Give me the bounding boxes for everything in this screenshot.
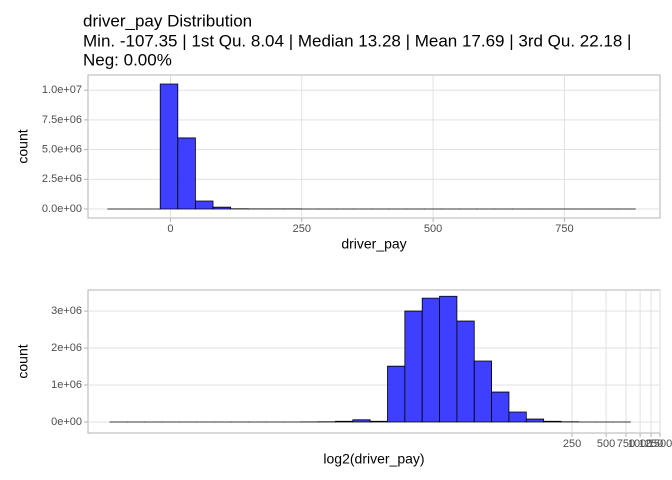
x-tick-label: 1000 [628,438,652,450]
bar [491,391,510,423]
bar [369,420,388,423]
x-tick-label: 500 [424,223,442,235]
x-tick-label: 500 [597,438,615,450]
x-axis-title: log2(driver_pay) [323,451,424,467]
y-tick-label: 0e+00 [51,416,82,428]
y-tick-label: 5.0e+06 [42,143,82,155]
y-tick-label: 1.0e+07 [42,84,82,96]
bar [473,360,492,423]
bar [456,320,475,423]
y-tick-label: 3e+06 [51,305,82,317]
y-tick-label: 7.5e+06 [42,114,82,126]
bar [439,295,458,423]
y-tick-label: 2e+06 [51,342,82,354]
x-tick-label: 0 [167,223,173,235]
y-tick-label: 0.0e+00 [42,203,82,215]
bar [212,206,232,210]
y-tick-label: 1e+06 [51,379,82,391]
bar [421,297,440,423]
y-tick-label: 2.5e+06 [42,173,82,185]
chart-subtitle: Min. -107.35 | 1st Qu. 8.04 | Median 13.… [83,31,631,50]
x-tick-label: 1500 [648,438,672,450]
x-tick-label: 750 [555,223,573,235]
panel-border [87,74,661,219]
x-tick-label: 750 [617,438,635,450]
y-axis-title: count [15,344,31,378]
x-tick-label: 250 [293,223,311,235]
x-tick-label: 250 [563,438,581,450]
x-tick-label: 1250 [639,438,663,450]
chart-title: driver_pay Distribution [83,11,252,30]
x-axis-title: driver_pay [341,236,406,252]
bar [335,420,354,423]
chart-subtitle: Neg: 0.00% [83,50,172,69]
bar [508,411,527,423]
bar [352,419,371,423]
bar [404,310,423,423]
bar [525,418,545,423]
bar [387,365,406,423]
bar [543,420,562,423]
bar [159,83,179,210]
y-axis-title: count [15,129,31,163]
bar [177,137,196,210]
bar [195,200,214,210]
